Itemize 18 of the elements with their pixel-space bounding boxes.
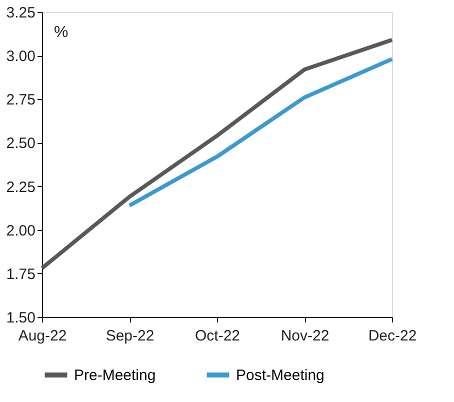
y-tick-label: 2.50 — [6, 135, 36, 152]
y-tick-label: 1.75 — [6, 266, 36, 283]
x-tick-label: Oct-22 — [194, 328, 240, 344]
y-tick-label: 1.50 — [6, 310, 36, 326]
y-tick-label: 2.00 — [6, 222, 36, 240]
x-tick-label: Nov-22 — [280, 328, 330, 344]
legend-label: Post-Meeting — [236, 367, 324, 384]
y-tick-label: 3.25 — [6, 4, 36, 22]
x-tick-label: Sep-22 — [106, 328, 154, 344]
y-tick-label: 2.25 — [6, 178, 36, 196]
line-series — [128, 57, 394, 208]
legend-label: Pre-Meeting — [74, 367, 156, 384]
x-tick-label: Aug-22 — [18, 328, 67, 344]
x-tick-label: Dec-22 — [368, 328, 417, 344]
y-tick-label: 3.00 — [6, 48, 36, 66]
line-series — [40, 38, 394, 270]
y-tick-label: 2.75 — [6, 92, 36, 109]
y-axis-title: % — [54, 24, 68, 41]
